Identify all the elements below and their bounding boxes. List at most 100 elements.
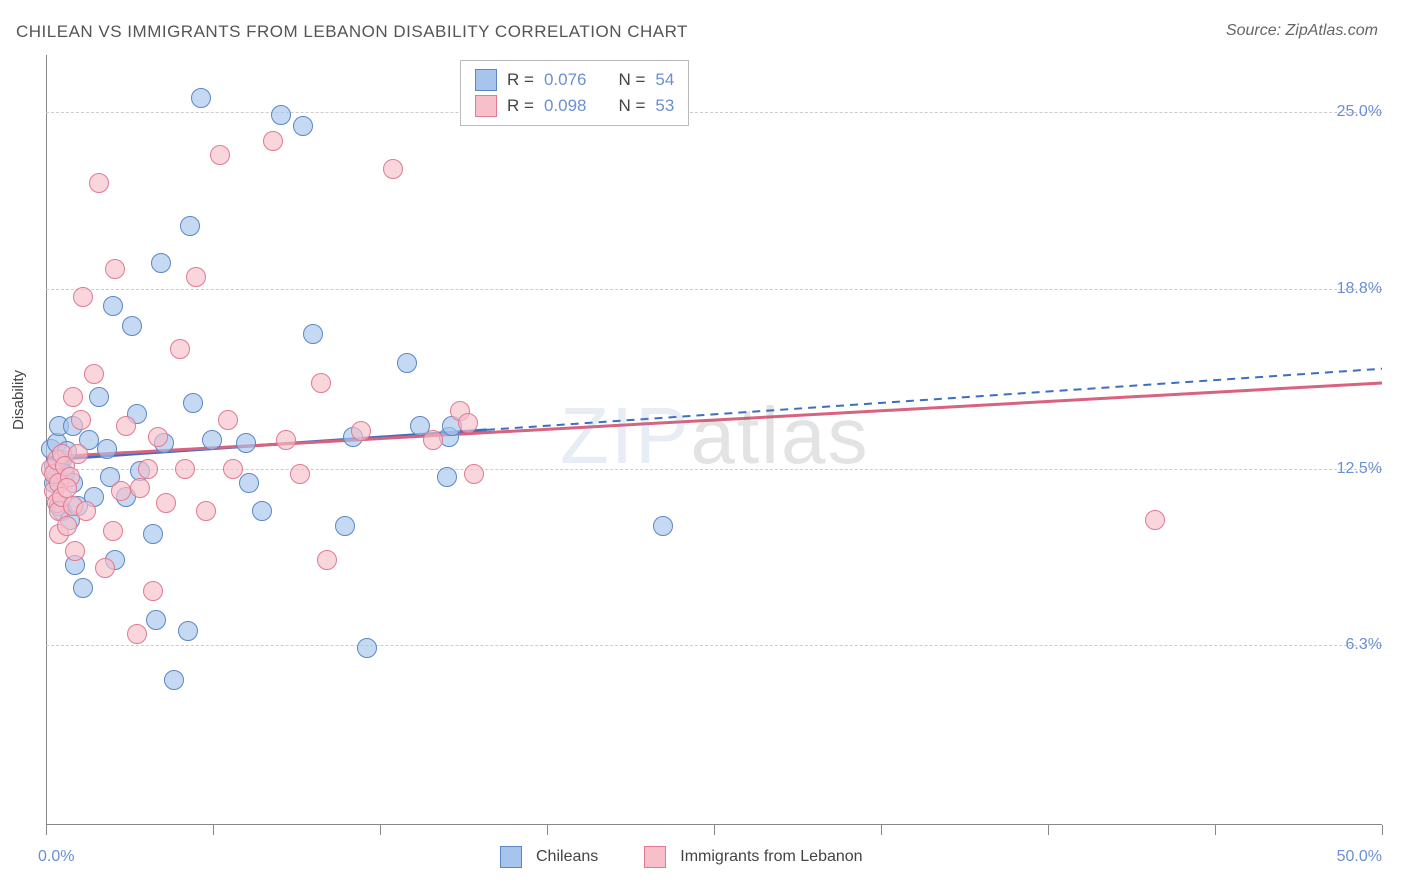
legend-n-value: 53 [655,96,674,116]
legend-swatch [644,846,666,868]
scatter-point [151,253,171,273]
scatter-point [95,558,115,578]
y-tick-label: 18.8% [1337,280,1382,298]
scatter-point [73,578,93,598]
scatter-point [65,541,85,561]
scatter-point [218,410,238,430]
scatter-point [105,259,125,279]
legend-swatch [475,95,497,117]
scatter-point [89,387,109,407]
x-tick-mark [881,825,882,835]
scatter-point [311,373,331,393]
scatter-point [458,413,478,433]
gridline-h [46,289,1382,290]
scatter-point [276,430,296,450]
scatter-point [84,364,104,384]
scatter-point [397,353,417,373]
scatter-point [223,459,243,479]
y-tick-label: 12.5% [1337,460,1382,478]
scatter-point [239,473,259,493]
legend-r-value: 0.076 [544,70,587,90]
x-tick-mark [1382,825,1383,835]
scatter-point [76,501,96,521]
scatter-point [196,501,216,521]
scatter-point [653,516,673,536]
scatter-point [293,116,313,136]
legend-series: Chileans Immigrants from Lebanon [500,846,863,868]
scatter-point [57,478,77,498]
scatter-point [71,410,91,430]
scatter-point [148,427,168,447]
scatter-point [357,638,377,658]
scatter-point [464,464,484,484]
scatter-point [202,430,222,450]
scatter-point [290,464,310,484]
scatter-point [111,481,131,501]
scatter-point [175,459,195,479]
y-tick-label: 25.0% [1337,103,1382,121]
scatter-point [178,621,198,641]
scatter-point [351,421,371,441]
scatter-point [437,467,457,487]
legend-swatch [475,69,497,91]
legend-series-label: Immigrants from Lebanon [680,848,862,866]
chart-title: CHILEAN VS IMMIGRANTS FROM LEBANON DISAB… [16,22,688,42]
legend-n-label: N = [618,96,645,116]
scatter-point [97,439,117,459]
scatter-point [236,433,256,453]
scatter-point [68,444,88,464]
legend-stats-row: R = 0.098 N = 53 [475,93,674,119]
legend-r-label: R = [507,96,534,116]
scatter-point [146,610,166,630]
x-tick-mark [1048,825,1049,835]
scatter-point [57,516,77,536]
scatter-point [183,393,203,413]
scatter-point [156,493,176,513]
x-tick-mark [380,825,381,835]
scatter-point [164,670,184,690]
scatter-point [130,478,150,498]
x-tick-mark [46,825,47,835]
legend-stats-row: R = 0.076 N = 54 [475,67,674,93]
scatter-point [122,316,142,336]
x-tick-mark [1215,825,1216,835]
scatter-point [423,430,443,450]
scatter-point [138,459,158,479]
legend-r-label: R = [507,70,534,90]
scatter-point [116,416,136,436]
scatter-point [317,550,337,570]
scatter-point [252,501,272,521]
legend-n-label: N = [618,70,645,90]
legend-n-value: 54 [655,70,674,90]
scatter-point [271,105,291,125]
scatter-point [186,267,206,287]
legend-series-label: Chileans [536,848,598,866]
scatter-point [143,581,163,601]
x-tick-mark [213,825,214,835]
y-tick-label: 6.3% [1346,636,1382,654]
x-tick-min-label: 0.0% [38,848,74,866]
scatter-point [210,145,230,165]
source-attribution: Source: ZipAtlas.com [1226,22,1378,40]
legend-stats: R = 0.076 N = 54 R = 0.098 N = 53 [460,60,689,126]
scatter-point [89,173,109,193]
scatter-point [303,324,323,344]
x-tick-mark [714,825,715,835]
scatter-point [383,159,403,179]
scatter-point [1145,510,1165,530]
y-axis-label: Disability [10,370,27,430]
gridline-h [46,645,1382,646]
scatter-point [335,516,355,536]
scatter-point [73,287,93,307]
scatter-point [170,339,190,359]
scatter-point [127,624,147,644]
legend-r-value: 0.098 [544,96,587,116]
x-tick-max-label: 50.0% [1337,848,1382,866]
scatter-point [103,521,123,541]
scatter-point [263,131,283,151]
x-tick-mark [547,825,548,835]
scatter-point [191,88,211,108]
scatter-point [63,387,83,407]
legend-swatch [500,846,522,868]
scatter-point [143,524,163,544]
